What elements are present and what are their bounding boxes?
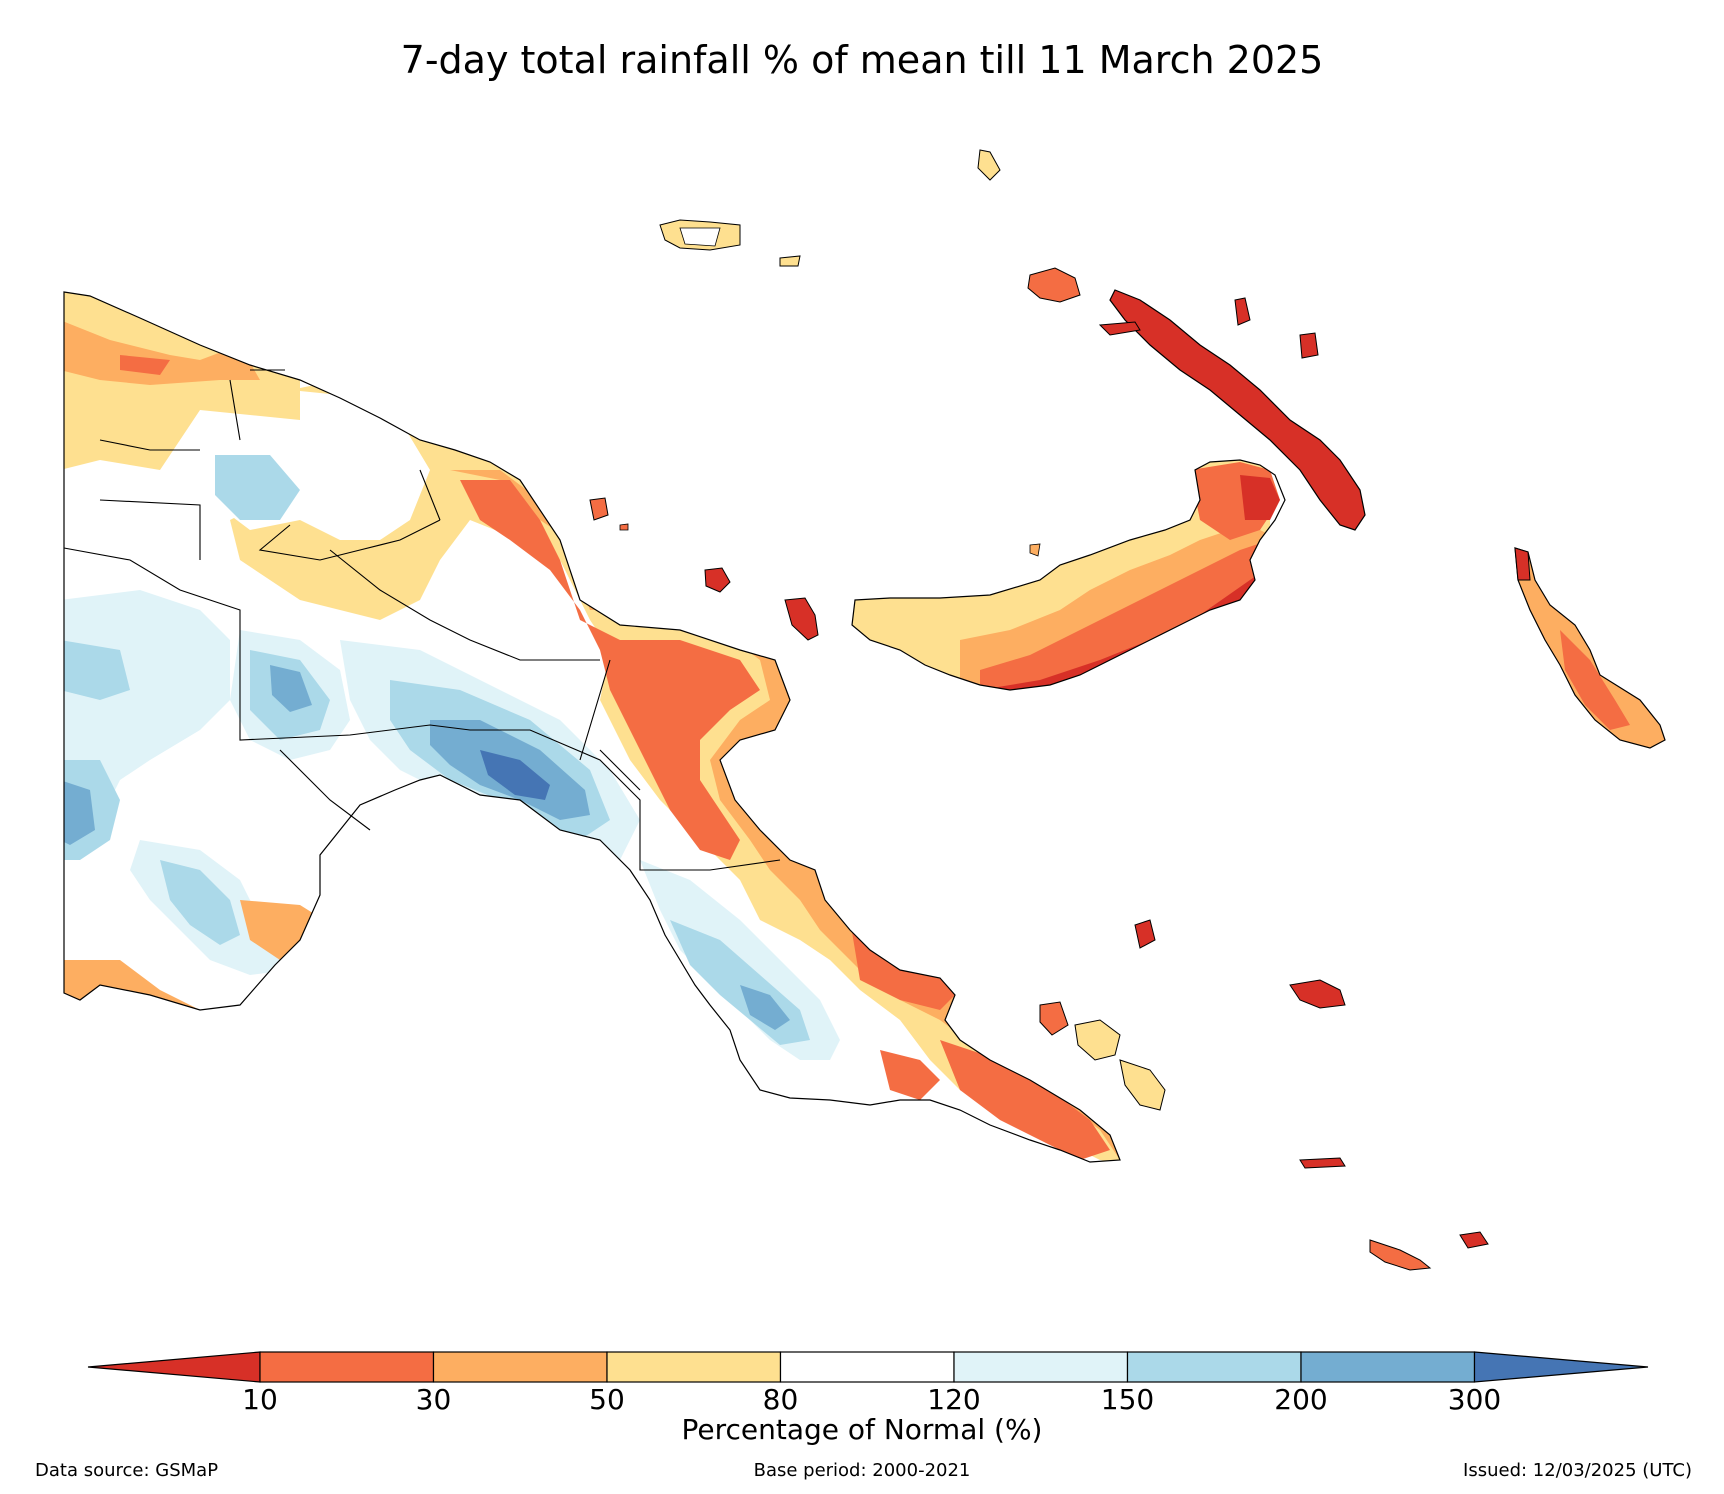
karkar-island — [704, 567, 731, 593]
bougainville — [1514, 547, 1666, 749]
colorbar — [87, 1351, 1649, 1383]
new-ireland — [1109, 289, 1366, 531]
colorbar-tick-50: 50 — [589, 1383, 625, 1416]
wuvulu-islands-white — [679, 227, 721, 247]
colorbar-segment-80-120 — [779, 1351, 955, 1383]
colorbar-segment-30-50 — [432, 1351, 608, 1383]
colorbar-segment-50-80 — [606, 1351, 782, 1383]
data-source-note: Data source: GSMaP — [35, 1460, 219, 1481]
admiralty-islet — [1098, 321, 1141, 336]
small-islet-west — [779, 255, 801, 267]
manus-island — [1027, 267, 1081, 303]
colorbar-extend-below — [87, 1351, 261, 1383]
buka-island — [1514, 547, 1531, 581]
goodenough-island — [1039, 1001, 1069, 1036]
northern-islet-1 — [1234, 297, 1251, 326]
colorbar-segment-200-300 — [1300, 1351, 1476, 1383]
normanby-island — [1119, 1059, 1166, 1111]
colorbar-tick-120: 120 — [927, 1383, 981, 1416]
bougainville-core — [1560, 630, 1630, 730]
woodlark-island — [1134, 919, 1156, 949]
tiny-island-1 — [619, 523, 629, 531]
issued-date-note: Issued: 12/03/2025 (UTC) — [1463, 1460, 1692, 1481]
long-island — [784, 597, 819, 641]
colorbar-segment-150-200 — [1126, 1351, 1302, 1383]
northern-islet-2 — [1299, 332, 1319, 359]
fergusson-island — [1074, 1019, 1121, 1061]
colorbar-segment-120-150 — [953, 1351, 1129, 1383]
sudest-island — [1369, 1239, 1432, 1271]
colorbar-tick-150: 150 — [1100, 1383, 1155, 1416]
mainland-rainfall-field — [63, 291, 1121, 1163]
colorbar-tick-30: 30 — [415, 1383, 452, 1416]
northern-islet-3 — [977, 149, 1001, 181]
new-britain-rainfall-field — [851, 459, 1286, 691]
umboi-island — [589, 497, 609, 521]
rossel-island — [1459, 1231, 1489, 1249]
colorbar-label: Percentage of Normal (%) — [681, 1413, 1043, 1446]
tiny-island-2 — [1029, 543, 1041, 557]
base-period-note: Base period: 2000-2021 — [753, 1460, 971, 1481]
map-title: 7-day total rainfall % of mean till 11 M… — [400, 38, 1324, 82]
misima-island — [1299, 1157, 1346, 1169]
colorbar-tick-80: 80 — [762, 1383, 799, 1416]
colorbar-segment-10-30 — [259, 1351, 435, 1383]
colorbar-tick-200: 200 — [1274, 1383, 1328, 1416]
colorbar-tick-10: 10 — [242, 1383, 278, 1416]
colorbar-extend-above — [1473, 1351, 1649, 1383]
trobriand-island — [1289, 979, 1346, 1009]
colorbar-tick-300: 300 — [1447, 1383, 1502, 1416]
